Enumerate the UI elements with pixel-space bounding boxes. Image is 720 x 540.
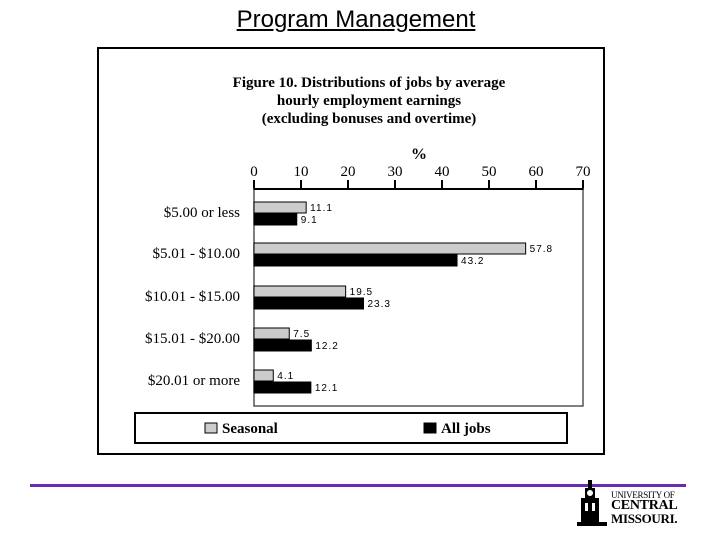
- data-label: 19.5: [350, 287, 373, 298]
- x-tick-label: 70: [576, 164, 591, 180]
- x-tick-label: 60: [529, 164, 544, 180]
- data-label: 4.1: [277, 371, 294, 382]
- x-tick-label: 50: [482, 164, 497, 180]
- category-label: $5.01 - $10.00: [153, 246, 241, 262]
- bar-all-jobs: [253, 381, 312, 394]
- category-label: $20.01 or more: [148, 373, 240, 389]
- data-label: 57.8: [530, 244, 553, 255]
- chart-title-line: Figure 10. Distributions of jobs by aver…: [233, 75, 506, 91]
- bar-seasonal: [253, 327, 290, 340]
- bar-all-jobs: [253, 254, 458, 267]
- chart-title-line: (excluding bonuses and overtime): [262, 111, 477, 127]
- data-label: 43.2: [461, 256, 484, 267]
- category-label: $15.01 - $20.00: [145, 331, 240, 347]
- bar-all-jobs: [253, 339, 312, 352]
- university-logo: UNIVERSITY OF CENTRAL MISSOURI.: [575, 478, 687, 528]
- data-label: 7.5: [293, 329, 310, 340]
- data-label: 12.2: [315, 341, 338, 352]
- chart-title-line: hourly employment earnings: [277, 93, 461, 109]
- x-tick-label: 10: [294, 164, 309, 180]
- footer-divider: [30, 484, 686, 487]
- bar-seasonal: [253, 242, 527, 255]
- axis-label: %: [411, 146, 427, 163]
- category-label: $5.00 or less: [164, 205, 240, 221]
- data-label: 11.1: [310, 203, 333, 214]
- category-label: $10.01 - $15.00: [145, 289, 240, 305]
- x-tick-label: 40: [435, 164, 450, 180]
- bar-all-jobs: [253, 213, 298, 226]
- slide-title: Program Management: [236, 6, 476, 33]
- legend-swatch: [423, 422, 437, 434]
- bar-all-jobs: [253, 297, 365, 310]
- chart-figure: Figure 10. Distributions of jobs by aver…: [97, 47, 605, 455]
- x-tick-label: 30: [388, 164, 403, 180]
- legend-label: Seasonal: [222, 421, 278, 437]
- bar-seasonal: [253, 285, 347, 298]
- bar-seasonal: [253, 369, 274, 382]
- legend-swatch: [204, 422, 218, 434]
- logo-line-3: MISSOURI.: [611, 511, 678, 526]
- logo-line-1: UNIVERSITY OF: [611, 490, 675, 500]
- x-tick-label: 0: [250, 164, 258, 180]
- data-label: 12.1: [315, 383, 338, 394]
- x-tick-label: 20: [341, 164, 356, 180]
- bar-seasonal: [253, 201, 307, 214]
- data-label: 23.3: [368, 299, 391, 310]
- clock-tower-icon: [577, 480, 607, 526]
- bar-chart: Figure 10. Distributions of jobs by aver…: [134, 75, 591, 444]
- logo-line-2: CENTRAL: [611, 498, 678, 513]
- data-label: 9.1: [301, 215, 318, 226]
- legend-label: All jobs: [441, 421, 491, 437]
- legend-box: [134, 412, 568, 444]
